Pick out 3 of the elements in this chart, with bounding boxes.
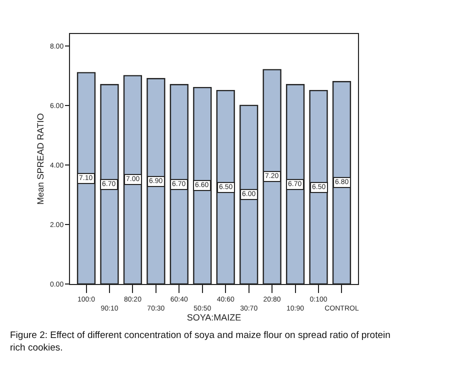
y-axis-title: Mean SPREAD RATIO xyxy=(35,113,46,205)
x-axis-title: SOYA:MAIZE xyxy=(186,312,242,322)
caption: Figure 2: Effect of different concentration of soya and maize flour on spread ratio of protein rich cookies. xyxy=(10,330,390,354)
